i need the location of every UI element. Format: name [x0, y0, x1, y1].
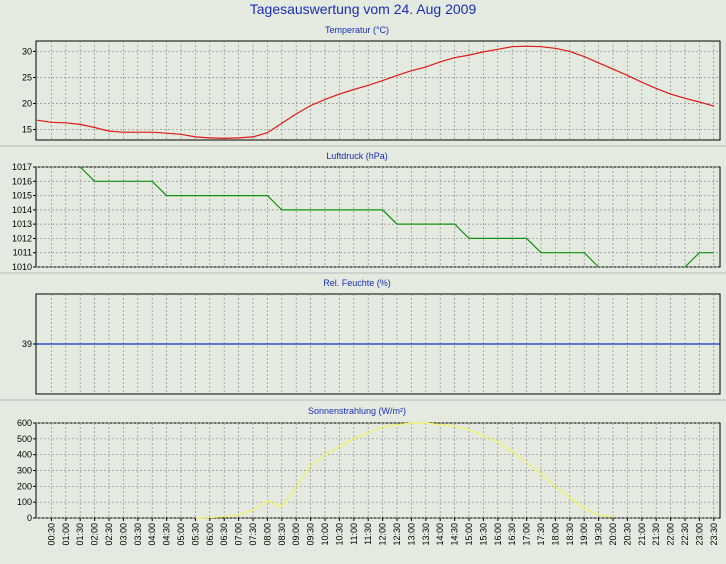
temperature-title: Temperatur (°C) [325, 25, 389, 35]
x-tick-label: 17:00 [522, 523, 532, 546]
page-title: Tagesauswertung vom 24. Aug 2009 [249, 1, 477, 17]
x-tick-label: 12:00 [378, 523, 388, 546]
solar-title: Sonnenstrahlung (W/m²) [308, 406, 406, 416]
x-tick-label: 21:00 [637, 523, 647, 546]
y-tick-label: 1012 [12, 233, 32, 243]
y-tick-label: 100 [17, 497, 32, 507]
x-tick-label: 08:00 [262, 523, 272, 546]
pressure-series-line [684, 252, 714, 268]
x-tick-label: 08:30 [277, 523, 287, 546]
humidity-panel: 39 Rel. Feuchte (%) [22, 278, 721, 395]
temperature-series-line [36, 45, 714, 140]
y-tick-label: 500 [17, 434, 32, 444]
pressure-panel: 1010 1011 1012 1013 1014 1015 1016 1017 Luftdruc… [12, 151, 721, 272]
x-tick-label: 14:30 [450, 523, 460, 546]
x-tick-label: 20:00 [608, 523, 618, 546]
x-tick-label: 10:00 [320, 523, 330, 546]
y-tick-label: 200 [17, 481, 32, 491]
x-tick-label: 13:30 [421, 523, 431, 546]
x-tick-label: 19:00 [579, 523, 589, 546]
solar-series-line [195, 422, 614, 519]
x-tick-label: 21:30 [651, 523, 661, 546]
y-tick-label: 1015 [12, 191, 32, 201]
x-tick-label: 02:00 [90, 523, 100, 546]
x-tick-label: 14:00 [435, 523, 445, 546]
y-tick-label: 30 [22, 46, 32, 56]
x-tick-label: 18:30 [565, 523, 575, 546]
y-tick-label: 1014 [12, 205, 32, 215]
x-tick-label: 15:00 [464, 523, 474, 546]
y-tick-label: 39 [22, 339, 32, 349]
y-tick-label: 0 [27, 513, 32, 523]
x-tick-label: 00:30 [46, 523, 56, 546]
x-tick-label: 23:00 [694, 523, 704, 546]
pressure-plot-area [35, 166, 721, 268]
y-tick-label: 1016 [12, 176, 32, 186]
x-tick-label: 09:00 [291, 523, 301, 546]
y-tick-label: 300 [17, 466, 32, 476]
x-tick-label: 05:30 [190, 523, 200, 546]
x-tick-label: 02:30 [104, 523, 114, 546]
x-tick-label: 15:30 [478, 523, 488, 546]
x-tick-label: 22:00 [666, 523, 676, 546]
x-tick-label: 20:30 [622, 523, 632, 546]
x-tick-label: 16:30 [507, 523, 517, 546]
temperature-plot-area [35, 40, 721, 141]
x-tick-label: 04:30 [162, 523, 172, 546]
x-tick-label: 01:30 [75, 523, 85, 546]
x-tick-label: 17:30 [536, 523, 546, 546]
x-tick-label: 10:30 [334, 523, 344, 546]
x-tick-label: 03:00 [118, 523, 128, 546]
humidity-title: Rel. Feuchte (%) [323, 278, 391, 288]
x-tick-label: 07:30 [248, 523, 258, 546]
y-tick-label: 1013 [12, 219, 32, 229]
pressure-series-line [79, 166, 600, 268]
x-tick-label: 12:30 [392, 523, 402, 546]
x-tick-label: 18:00 [550, 523, 560, 546]
x-tick-label: 07:00 [234, 523, 244, 546]
x-tick-label: 19:30 [594, 523, 604, 546]
temperature-panel: 15 20 25 30 Temperatur (°C) [22, 25, 721, 141]
x-tick-label: 03:30 [133, 523, 143, 546]
x-tick-label: 22:30 [680, 523, 690, 546]
y-tick-label: 1010 [12, 262, 32, 272]
x-tick-label: 05:00 [176, 523, 186, 546]
y-tick-label: 600 [17, 418, 32, 428]
y-tick-label: 20 [22, 99, 32, 109]
x-tick-label: 06:30 [219, 523, 229, 546]
y-tick-label: 400 [17, 450, 32, 460]
y-tick-label: 15 [22, 125, 32, 135]
x-tick-label: 09:30 [306, 523, 316, 546]
y-tick-label: 25 [22, 72, 32, 82]
x-tick-label: 06:00 [205, 523, 215, 546]
x-axis: 00:30 01:00 01:30 02:00 02:30 03:00 03:30 04:00… [46, 518, 719, 546]
x-tick-label: 16:00 [493, 523, 503, 546]
x-tick-label: 23:30 [709, 523, 719, 546]
pressure-title: Luftdruck (hPa) [326, 151, 388, 161]
x-tick-label: 11:30 [363, 523, 373, 545]
y-tick-label: 1017 [12, 162, 32, 172]
y-tick-label: 1011 [13, 248, 32, 258]
x-tick-label: 04:00 [147, 523, 157, 546]
solar-panel: 0 100 200 300 400 500 600 Sonnenstrahlung (W/m²… [17, 406, 721, 523]
x-tick-label: 11:00 [349, 523, 359, 545]
x-tick-label: 13:00 [406, 523, 416, 546]
x-tick-label: 01:00 [61, 523, 71, 546]
